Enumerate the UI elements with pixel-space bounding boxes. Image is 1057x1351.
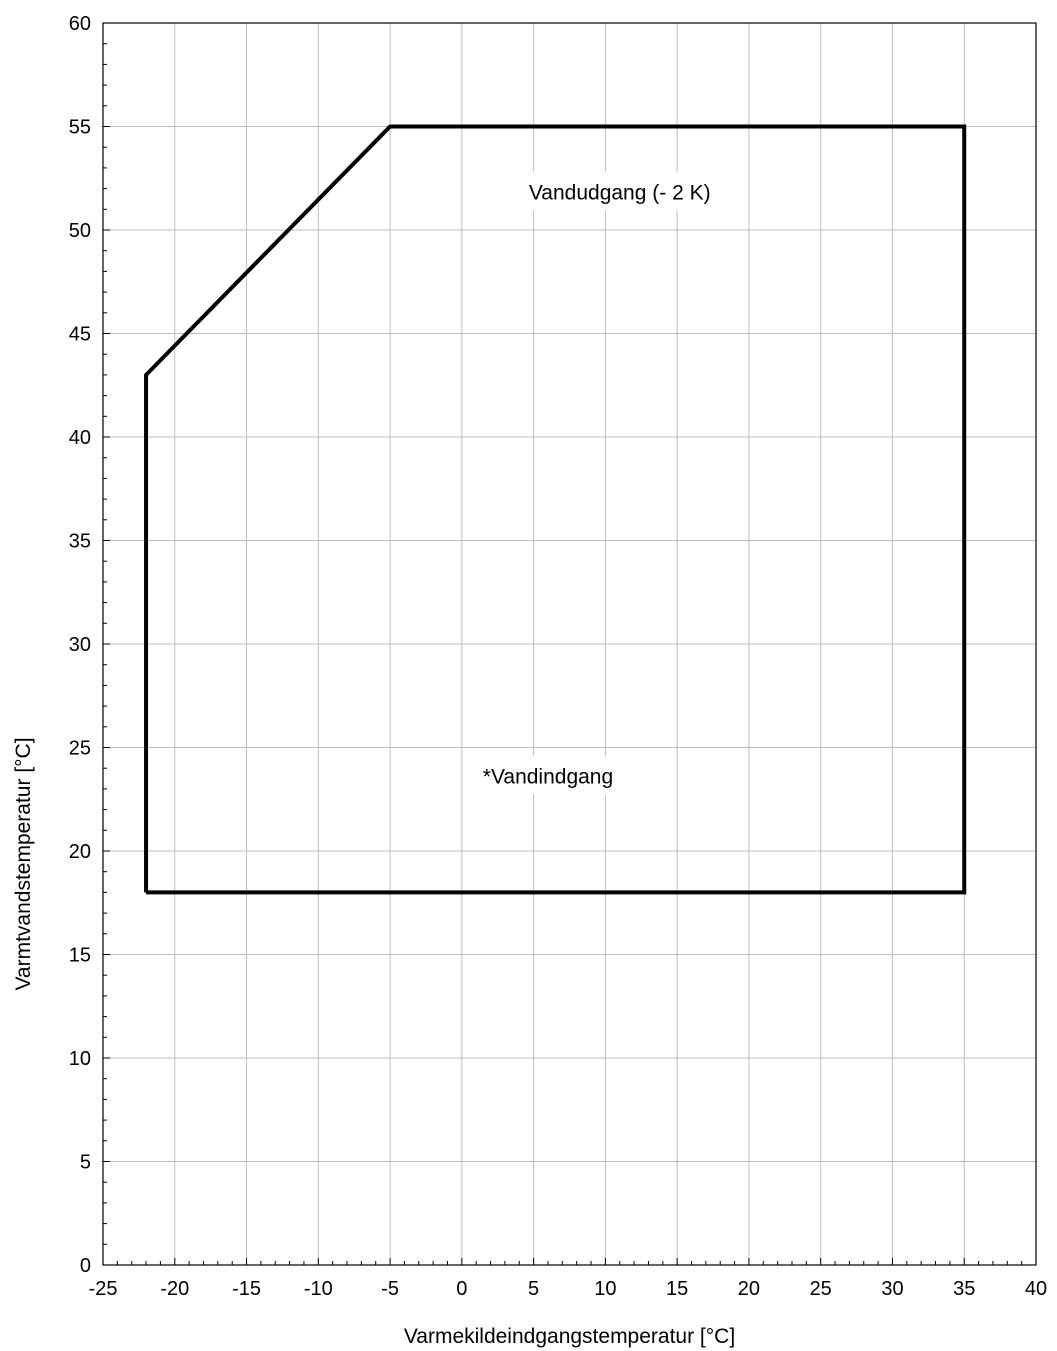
x-tick-label: 15 bbox=[666, 1278, 688, 1300]
minor-ticks bbox=[102, 22, 1037, 1266]
y-tick-label: 35 bbox=[69, 531, 91, 553]
x-tick-label: 35 bbox=[953, 1278, 975, 1300]
annotation-background bbox=[507, 172, 733, 211]
y-tick-label: 0 bbox=[80, 1255, 91, 1277]
y-tick-label: 50 bbox=[69, 220, 91, 242]
annotation-background bbox=[470, 756, 626, 795]
x-tick-label: -5 bbox=[381, 1278, 399, 1300]
series bbox=[144, 124, 967, 895]
y-tick-label: 15 bbox=[69, 945, 91, 967]
annotation-label: *Vandindgang bbox=[483, 765, 613, 788]
y-axis-label: Varmtvandstemperatur [°C] bbox=[12, 737, 35, 990]
x-tick-label: 0 bbox=[456, 1278, 467, 1300]
envelope-line bbox=[144, 124, 967, 895]
x-tick-label: 30 bbox=[881, 1278, 903, 1300]
x-tick-label: 25 bbox=[810, 1278, 832, 1300]
y-tick-label: 25 bbox=[69, 738, 91, 760]
x-tick-label: -25 bbox=[89, 1278, 118, 1300]
annotation-label: Vandudgang (- 2 K) bbox=[529, 182, 711, 205]
y-tick-label: 10 bbox=[69, 1048, 91, 1070]
y-tick-label: 45 bbox=[69, 324, 91, 346]
x-tick-label: 5 bbox=[528, 1278, 539, 1300]
y-tick-label: 60 bbox=[69, 13, 91, 35]
x-tick-label: -15 bbox=[232, 1278, 261, 1300]
y-axis-ticks: 0 5 10 15 20 25 30 35 40 45 50 55 60 bbox=[69, 13, 91, 1277]
y-tick-label: 20 bbox=[69, 841, 91, 863]
x-axis-ticks: -25 -20 -15 -10 -5 0 5 10 15 20 25 30 35 40 bbox=[89, 1278, 1048, 1300]
x-axis-label: Varmekildeindgangstemperatur [°C] bbox=[404, 1325, 735, 1348]
x-tick-label: 40 bbox=[1025, 1278, 1047, 1300]
y-tick-label: 5 bbox=[80, 1152, 91, 1174]
x-tick-label: 20 bbox=[738, 1278, 760, 1300]
x-tick-label: 10 bbox=[594, 1278, 616, 1300]
y-tick-label: 40 bbox=[69, 427, 91, 449]
y-tick-label: 30 bbox=[69, 634, 91, 656]
y-tick-label: 55 bbox=[69, 117, 91, 139]
x-tick-label: -10 bbox=[304, 1278, 333, 1300]
x-tick-label: -20 bbox=[160, 1278, 189, 1300]
annotations: Vandudgang (- 2 K) *Vandindgang bbox=[470, 172, 733, 795]
plot-area bbox=[102, 22, 1037, 1266]
